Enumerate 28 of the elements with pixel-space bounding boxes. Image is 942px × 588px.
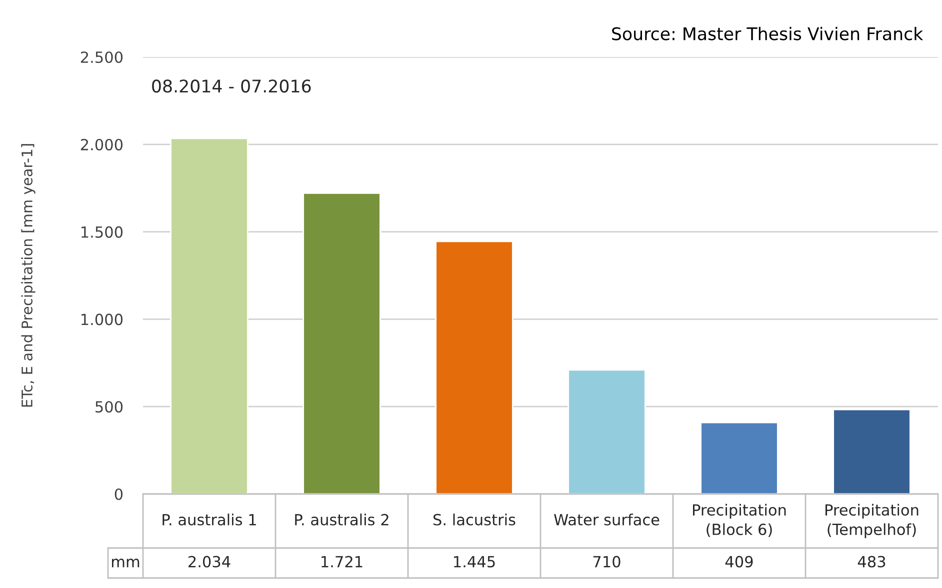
x-tick-label: S. lacustris xyxy=(433,514,516,526)
source-note: Source: Master Thesis Vivien Franck xyxy=(612,26,924,40)
data-label: 409 xyxy=(725,556,753,568)
x-tick-label: P. australis 2 xyxy=(295,514,388,526)
y-axis-title: ETc, E and Precipitation [mm year-1] xyxy=(21,144,36,407)
x-tick-label: Precipitation (Tempelhof) xyxy=(826,504,918,538)
data-label: 483 xyxy=(858,556,886,568)
bar xyxy=(435,240,514,494)
y-tick-label: 0 xyxy=(114,488,123,500)
data-label: 1.445 xyxy=(454,556,495,568)
bar xyxy=(568,369,646,494)
data-label: 2.034 xyxy=(188,556,230,568)
y-tick-label: 2.500 xyxy=(80,51,123,64)
bar xyxy=(832,408,911,494)
annotation: 08.2014 - 07.2016 xyxy=(152,79,311,93)
x-tick-label: Precipitation (Block 6) xyxy=(693,504,786,537)
data-label: 1.721 xyxy=(322,556,362,568)
y-tick-label: 1.500 xyxy=(81,226,123,238)
bar xyxy=(302,192,381,494)
text: mm xyxy=(112,558,140,568)
y-tick-label: 2.000 xyxy=(80,138,123,150)
bar xyxy=(700,422,778,494)
x-tick-label: Water surface xyxy=(554,514,660,526)
y-tick-label: 1.000 xyxy=(81,314,123,326)
data-label: 710 xyxy=(593,556,620,568)
y-tick-label: 500 xyxy=(96,401,123,413)
x-tick-label: P. australis 1 xyxy=(162,514,256,526)
bar xyxy=(170,138,248,494)
